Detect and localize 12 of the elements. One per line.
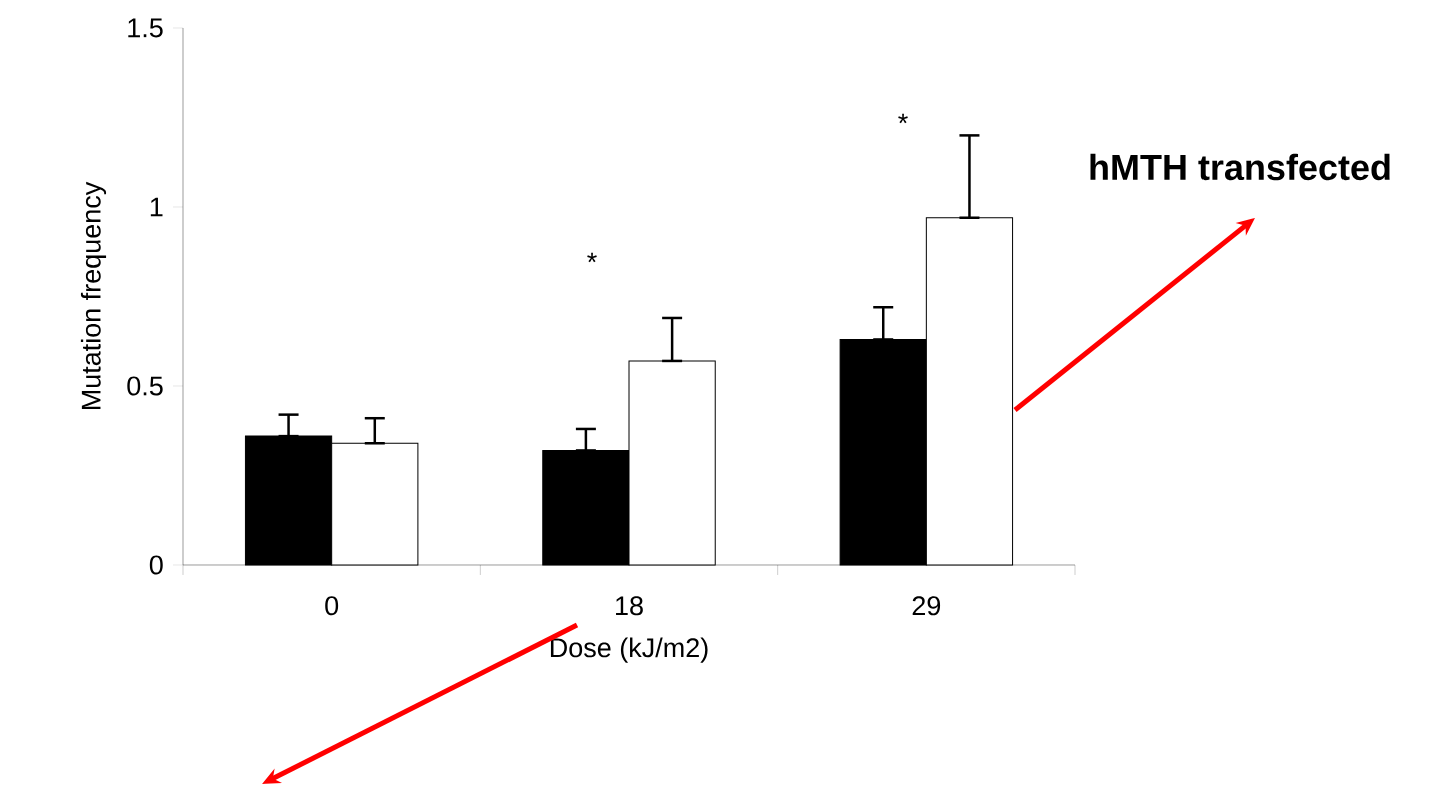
x-tick-label: 29	[912, 596, 941, 616]
annotation: *	[898, 113, 908, 124]
x-tick-label: 0	[325, 596, 339, 616]
y-tick-label: 0.5	[127, 376, 163, 396]
y-axis-title: Mutation frequency	[80, 181, 107, 410]
y-tick-label: 0	[149, 555, 163, 575]
x-tick-label: 18	[616, 596, 643, 616]
annotation: *	[587, 252, 597, 263]
x-axis-title: Dose (kJ/m2)	[550, 637, 708, 663]
text: hMTH transfected	[1090, 153, 1390, 181]
y-tick-label: 1.5	[128, 18, 163, 38]
y-tick-label: 1	[150, 197, 163, 217]
